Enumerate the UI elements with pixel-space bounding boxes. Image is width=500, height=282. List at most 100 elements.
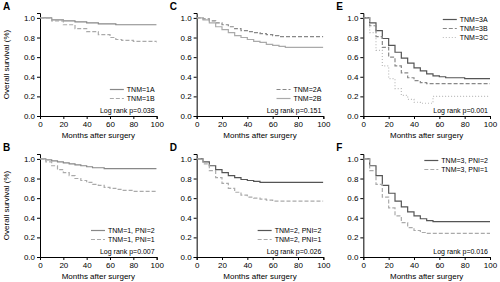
tick-label: 20 (385, 120, 394, 129)
legend-swatch (110, 98, 124, 99)
x-axis-title: Months after surgery (62, 131, 135, 140)
tick-label: 0.4 (181, 214, 193, 223)
legend-label: TNM=1A (127, 86, 155, 93)
panel-label: D (170, 142, 177, 153)
tick-label: 0.2 (347, 233, 359, 242)
legend-swatch (424, 169, 438, 170)
panel-label: E (336, 1, 343, 12)
tick-label: 0.4 (347, 73, 359, 82)
tick: 20 (218, 257, 227, 270)
tick: 0.8 (24, 175, 40, 184)
tick: 80 (294, 257, 303, 270)
legend-label: TNM=1B (127, 95, 155, 102)
legend: TNM=2, PNI=2TNM=2, PNI=1 (258, 227, 322, 243)
tick: 100 (484, 257, 498, 270)
tick: 0 (195, 116, 200, 129)
panel-label: C (170, 1, 177, 12)
x-axis-title: Months after surgery (223, 131, 296, 140)
tick-mark (323, 116, 324, 119)
x-axis: 020406080100 (38, 257, 164, 270)
x-axis-title: Months after surgery (390, 131, 463, 140)
tick-mark (37, 159, 40, 160)
tick-label: 0 (38, 261, 43, 270)
tick: 0 (195, 257, 200, 270)
tick-label: 0.8 (24, 34, 36, 43)
annotation: Log rank p=0.001 (433, 107, 488, 115)
tick-mark (273, 116, 274, 119)
legend-label: TNM=3C (460, 34, 488, 41)
annotation: Log rank p=0.038 (100, 107, 155, 115)
tick-label: 60 (269, 261, 278, 270)
tick-label: 0 (362, 261, 367, 270)
legend-label: TNM=2, PNI=2 (275, 227, 322, 234)
tick: 60 (106, 116, 115, 129)
legend-swatch (443, 37, 457, 38)
tick: 0.6 (24, 194, 40, 203)
tick-mark (194, 116, 197, 117)
tick-label: 40 (83, 120, 92, 129)
tick: 0.2 (181, 233, 197, 242)
axis-line (197, 117, 324, 120)
tick-mark (194, 179, 197, 180)
tick: 0.8 (347, 34, 363, 43)
tick-label: 1.0 (181, 14, 193, 23)
legend-label: TNM=1, PNI=1 (108, 236, 155, 243)
tick-label: 20 (218, 261, 227, 270)
tick: 0.2 (181, 92, 197, 101)
tick-label: 80 (461, 120, 470, 129)
legend-swatch (258, 230, 272, 231)
y-axis: 0.00.20.40.60.81.0 (181, 14, 198, 122)
tick-label: 20 (385, 261, 394, 270)
plot-area (363, 18, 490, 103)
axis-line (364, 258, 491, 261)
tick-label: 0.6 (347, 194, 359, 203)
tick: 0.0 (24, 112, 40, 121)
tick-mark (37, 218, 40, 219)
tick: 0.8 (24, 34, 40, 43)
tick-label: 100 (150, 120, 164, 129)
legend-label: TNM=3A (460, 16, 488, 23)
x-axis: 020406080100 (362, 116, 498, 129)
tick: 80 (129, 257, 138, 270)
tick-mark (194, 96, 197, 97)
tick-label: 0 (362, 120, 367, 129)
tick-mark (194, 257, 197, 258)
axis-line (197, 258, 324, 261)
tick-mark (360, 18, 363, 19)
tick-label: 0.2 (347, 92, 359, 101)
plot-area (197, 18, 324, 47)
tick-label: 100 (317, 261, 331, 270)
tick-mark (157, 257, 158, 260)
tick-label: 0.4 (347, 214, 359, 223)
tick-mark (133, 116, 134, 119)
tick: 20 (59, 257, 68, 270)
tick: 60 (269, 116, 278, 129)
y-axis-title: Overall survival (%) (2, 170, 11, 240)
axis-line (194, 14, 198, 117)
tick-mark (194, 18, 197, 19)
tick: 1.0 (181, 155, 197, 164)
tick-mark (360, 159, 363, 160)
tick-mark (194, 57, 197, 58)
tick-label: 20 (59, 261, 68, 270)
tick-mark (247, 116, 248, 119)
tick: 0.2 (24, 92, 40, 101)
tick: 0 (38, 257, 43, 270)
tick-mark (360, 257, 363, 258)
tick-label: 0.6 (181, 194, 193, 203)
annotation: Log rank p=0.151 (267, 107, 322, 115)
tick-mark (110, 257, 111, 260)
tick-mark (194, 77, 197, 78)
tick-mark (360, 38, 363, 39)
tick-label: 1.0 (24, 14, 36, 23)
chart-root: 0204060801000.00.20.40.60.81.0Months aft… (0, 0, 500, 282)
tick-label: 1.0 (24, 155, 36, 164)
tick-mark (194, 237, 197, 238)
plot-area (40, 159, 157, 192)
axis-line (41, 117, 158, 120)
tick-mark (360, 218, 363, 219)
tick-label: 100 (484, 261, 498, 270)
tick: 40 (83, 257, 92, 270)
tick-label: 0.2 (24, 92, 36, 101)
tick: 1.0 (24, 14, 40, 23)
